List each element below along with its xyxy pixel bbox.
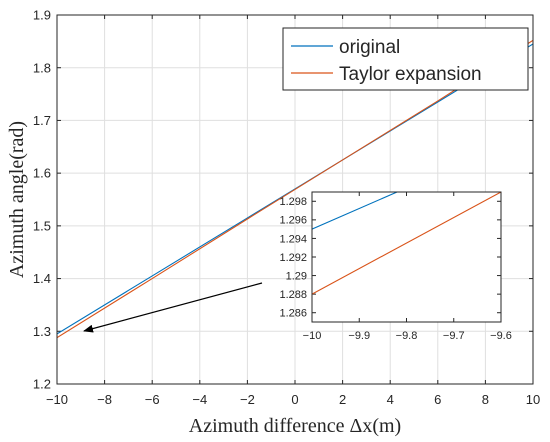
x-axis-label: Azimuth difference Δx(m) xyxy=(189,415,401,437)
inset-plot: −10 −9.9 −9.8 −9.7 −9.6 1.286 1.288 1.29 1.292 1.… xyxy=(279,191,512,342)
arrow-line xyxy=(83,282,263,333)
main-y-tick-label: 1.4 xyxy=(33,271,51,286)
inset-x-tick-label: −9.9 xyxy=(348,330,370,342)
main-x-tick-label: 6 xyxy=(434,392,441,407)
main-x-tick-label: −10 xyxy=(46,392,68,407)
inset-y-tick-label: 1.294 xyxy=(279,233,307,245)
legend-label-0: original xyxy=(339,37,400,58)
main-y-tick-label: 1.7 xyxy=(33,113,51,128)
main-x-tick-label: 2 xyxy=(339,392,346,407)
main-x-tick-label: 0 xyxy=(291,392,298,407)
inset-series-line-1 xyxy=(312,192,501,295)
inset-x-tick-label: −9.6 xyxy=(490,330,512,342)
main-y-tick-label: 1.8 xyxy=(33,60,51,75)
inset-x-tick-label: −9.8 xyxy=(396,330,418,342)
legend: original Taylor expansion xyxy=(282,27,529,91)
inset-y-tick-label: 1.288 xyxy=(279,289,307,301)
inset-y-tick-label: 1.296 xyxy=(279,215,307,227)
main-series-line-1 xyxy=(57,39,533,339)
annotation-arrow xyxy=(83,282,263,333)
inset-y-tick-label: 1.29 xyxy=(286,270,307,282)
legend-box xyxy=(282,27,529,91)
main-x-tick-label: 10 xyxy=(526,392,540,407)
main-y-tick-label: 1.5 xyxy=(33,218,51,233)
inset-y-tick-label: 1.298 xyxy=(279,196,307,208)
main-x-tick-label: −4 xyxy=(192,392,207,407)
main-y-tick-label: 1.3 xyxy=(33,324,51,339)
legend-label-1: Taylor expansion xyxy=(339,64,482,85)
inset-x-tick-label: −10 xyxy=(303,330,322,342)
main-x-tick-label: 4 xyxy=(387,392,394,407)
main-x-tick-label: −2 xyxy=(240,392,255,407)
inset-series-line-0 xyxy=(312,192,398,230)
y-axis-label: Azimuth angle(rad) xyxy=(6,121,28,278)
main-x-tick-label: −6 xyxy=(145,392,160,407)
main-x-tick-label: −8 xyxy=(97,392,112,407)
main-x-tick-label: 8 xyxy=(482,392,489,407)
main-y-tick-label: 1.6 xyxy=(33,166,51,181)
inset-plot-frame xyxy=(311,191,502,323)
inset-x-tick-label: −9.7 xyxy=(443,330,465,342)
inset-plot-area xyxy=(312,192,501,322)
main-plot-frame xyxy=(56,14,534,385)
main-y-tick-label: 1.2 xyxy=(33,377,51,392)
main-y-tick-label: 1.9 xyxy=(33,8,51,23)
inset-y-tick-label: 1.286 xyxy=(279,308,307,320)
inset-y-tick-label: 1.292 xyxy=(279,252,307,264)
